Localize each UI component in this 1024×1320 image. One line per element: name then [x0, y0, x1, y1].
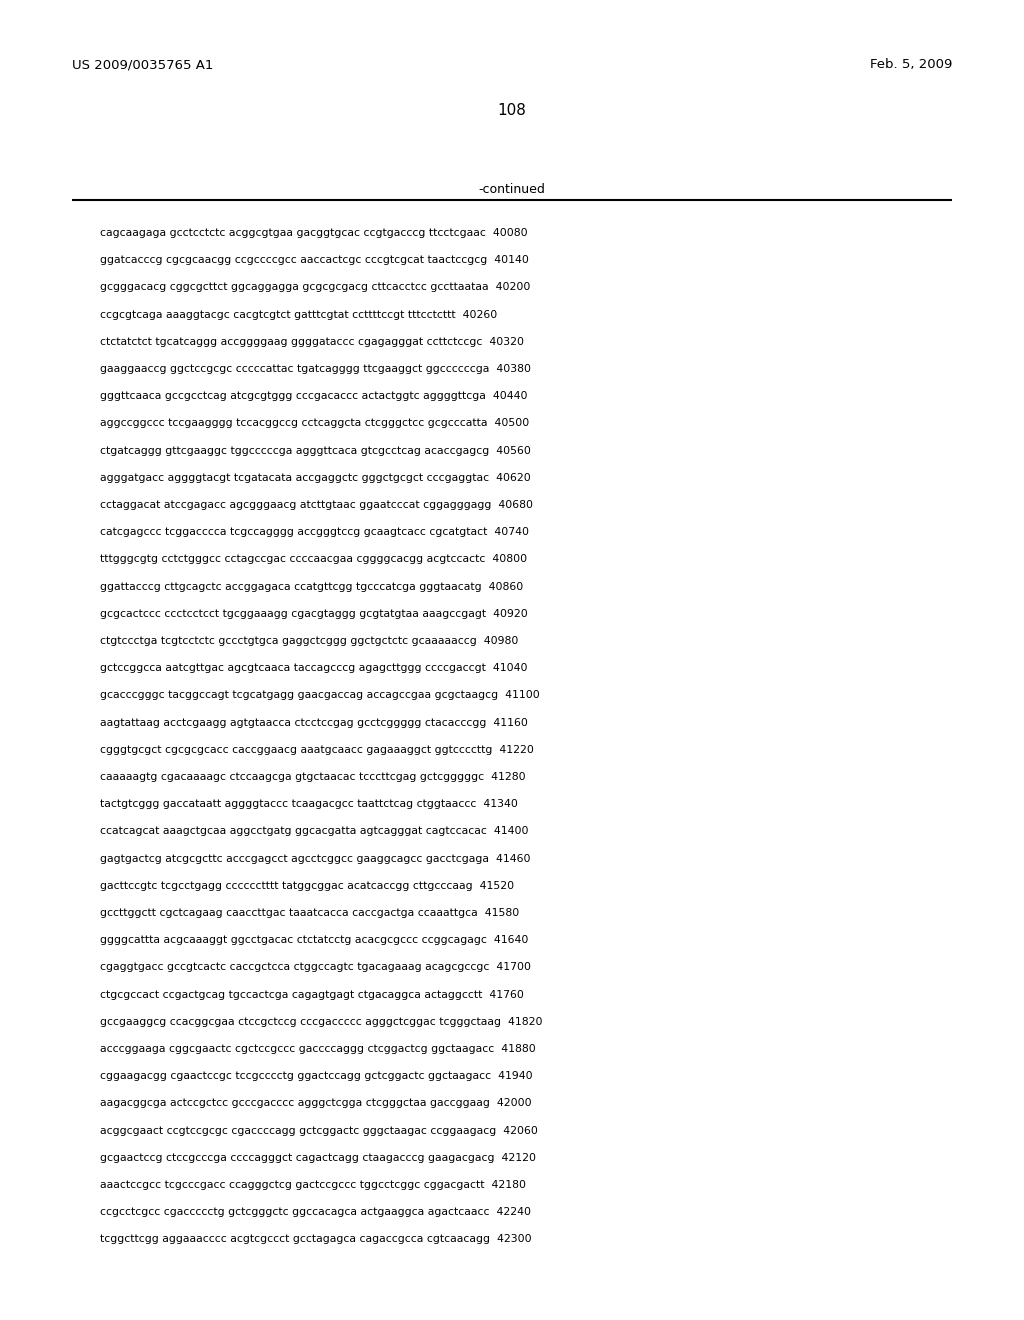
Text: ggggcattta acgcaaaggt ggcctgacac ctctatcctg acacgcgccc ccggcagagc  41640: ggggcattta acgcaaaggt ggcctgacac ctctatc… [100, 935, 528, 945]
Text: Feb. 5, 2009: Feb. 5, 2009 [869, 58, 952, 71]
Text: gctccggcca aatcgttgac agcgtcaaca taccagcccg agagcttggg ccccgaccgt  41040: gctccggcca aatcgttgac agcgtcaaca taccagc… [100, 663, 527, 673]
Text: ctgtccctga tcgtcctctc gccctgtgca gaggctcggg ggctgctctc gcaaaaaccg  40980: ctgtccctga tcgtcctctc gccctgtgca gaggctc… [100, 636, 518, 645]
Text: gccgaaggcg ccacggcgaa ctccgctccg cccgaccccc agggctcggac tcgggctaag  41820: gccgaaggcg ccacggcgaa ctccgctccg cccgacc… [100, 1016, 543, 1027]
Text: aagacggcga actccgctcc gcccgacccc agggctcgga ctcgggctaa gaccggaag  42000: aagacggcga actccgctcc gcccgacccc agggctc… [100, 1098, 531, 1109]
Text: caaaaagtg cgacaaaagc ctccaagcga gtgctaacac tcccttcgag gctcgggggc  41280: caaaaagtg cgacaaaagc ctccaagcga gtgctaac… [100, 772, 525, 781]
Text: aggccggccc tccgaagggg tccacggccg cctcaggcta ctcgggctcc gcgcccatta  40500: aggccggccc tccgaagggg tccacggccg cctcagg… [100, 418, 529, 429]
Text: gcgaactccg ctccgcccga ccccagggct cagactcagg ctaagacccg gaagacgacg  42120: gcgaactccg ctccgcccga ccccagggct cagactc… [100, 1152, 536, 1163]
Text: acggcgaact ccgtccgcgc cgaccccagg gctcggactc gggctaagac ccggaagacg  42060: acggcgaact ccgtccgcgc cgaccccagg gctcgga… [100, 1126, 538, 1135]
Text: acccggaaga cggcgaactc cgctccgccc gaccccaggg ctcggactcg ggctaagacc  41880: acccggaaga cggcgaactc cgctccgccc gacccca… [100, 1044, 536, 1053]
Text: cagcaagaga gcctcctctc acggcgtgaa gacggtgcac ccgtgacccg ttcctcgaac  40080: cagcaagaga gcctcctctc acggcgtgaa gacggtg… [100, 228, 527, 238]
Text: ggattacccg cttgcagctc accggagaca ccatgttcgg tgcccatcga gggtaacatg  40860: ggattacccg cttgcagctc accggagaca ccatgtt… [100, 582, 523, 591]
Text: -continued: -continued [478, 183, 546, 195]
Text: tttgggcgtg cctctgggcc cctagccgac ccccaacgaa cggggcacgg acgtccactc  40800: tttgggcgtg cctctgggcc cctagccgac ccccaac… [100, 554, 527, 565]
Text: ctgcgccact ccgactgcag tgccactcga cagagtgagt ctgacaggca actaggcctt  41760: ctgcgccact ccgactgcag tgccactcga cagagtg… [100, 990, 524, 999]
Text: gcgcactccc ccctcctcct tgcggaaagg cgacgtaggg gcgtatgtaa aaagccgagt  40920: gcgcactccc ccctcctcct tgcggaaagg cgacgta… [100, 609, 527, 619]
Text: agggatgacc aggggtacgt tcgatacata accgaggctc gggctgcgct cccgaggtac  40620: agggatgacc aggggtacgt tcgatacata accgagg… [100, 473, 530, 483]
Text: gccttggctt cgctcagaag caaccttgac taaatcacca caccgactga ccaaattgca  41580: gccttggctt cgctcagaag caaccttgac taaatca… [100, 908, 519, 917]
Text: gcgggacacg cggcgcttct ggcaggagga gcgcgcgacg cttcacctcc gccttaataa  40200: gcgggacacg cggcgcttct ggcaggagga gcgcgcg… [100, 282, 530, 293]
Text: aagtattaag acctcgaagg agtgtaacca ctcctccgag gcctcggggg ctacacccgg  41160: aagtattaag acctcgaagg agtgtaacca ctcctcc… [100, 718, 528, 727]
Text: cgaggtgacc gccgtcactc caccgctcca ctggccagtc tgacagaaag acagcgccgc  41700: cgaggtgacc gccgtcactc caccgctcca ctggcca… [100, 962, 531, 973]
Text: ctgatcaggg gttcgaaggc tggcccccga agggttcaca gtcgcctcag acaccgagcg  40560: ctgatcaggg gttcgaaggc tggcccccga agggttc… [100, 446, 530, 455]
Text: catcgagccc tcggacccca tcgccagggg accgggtccg gcaagtcacc cgcatgtact  40740: catcgagccc tcggacccca tcgccagggg accgggt… [100, 527, 529, 537]
Text: aaactccgcc tcgcccgacc ccagggctcg gactccgccc tggcctcggc cggacgactt  42180: aaactccgcc tcgcccgacc ccagggctcg gactccg… [100, 1180, 526, 1191]
Text: cgggtgcgct cgcgcgcacc caccggaacg aaatgcaacc gagaaaggct ggtccccttg  41220: cgggtgcgct cgcgcgcacc caccggaacg aaatgca… [100, 744, 534, 755]
Text: ctctatctct tgcatcaggg accggggaag ggggataccc cgagagggat ccttctccgc  40320: ctctatctct tgcatcaggg accggggaag ggggata… [100, 337, 524, 347]
Text: ccgcgtcaga aaaggtacgc cacgtcgtct gatttcgtat ccttttccgt tttcctcttt  40260: ccgcgtcaga aaaggtacgc cacgtcgtct gatttcg… [100, 310, 498, 319]
Text: cggaagacgg cgaactccgc tccgcccctg ggactccagg gctcggactc ggctaagacc  41940: cggaagacgg cgaactccgc tccgcccctg ggactcc… [100, 1072, 532, 1081]
Text: gagtgactcg atcgcgcttc acccgagcct agcctcggcc gaaggcagcc gacctcgaga  41460: gagtgactcg atcgcgcttc acccgagcct agcctcg… [100, 854, 530, 863]
Text: ggatcacccg cgcgcaacgg ccgccccgcc aaccactcgc cccgtcgcat taactccgcg  40140: ggatcacccg cgcgcaacgg ccgccccgcc aaccact… [100, 255, 528, 265]
Text: gggttcaaca gccgcctcag atcgcgtggg cccgacaccc actactggtc aggggttcga  40440: gggttcaaca gccgcctcag atcgcgtggg cccgaca… [100, 391, 527, 401]
Text: 108: 108 [498, 103, 526, 117]
Text: ccatcagcat aaagctgcaa aggcctgatg ggcacgatta agtcagggat cagtccacac  41400: ccatcagcat aaagctgcaa aggcctgatg ggcacga… [100, 826, 528, 837]
Text: gcacccgggc tacggccagt tcgcatgagg gaacgaccag accagccgaa gcgctaagcg  41100: gcacccgggc tacggccagt tcgcatgagg gaacgac… [100, 690, 540, 701]
Text: tcggcttcgg aggaaacccc acgtcgccct gcctagagca cagaccgcca cgtcaacagg  42300: tcggcttcgg aggaaacccc acgtcgccct gcctaga… [100, 1234, 531, 1245]
Text: ccgcctcgcc cgaccccctg gctcgggctc ggccacagca actgaaggca agactcaacc  42240: ccgcctcgcc cgaccccctg gctcgggctc ggccaca… [100, 1208, 531, 1217]
Text: US 2009/0035765 A1: US 2009/0035765 A1 [72, 58, 213, 71]
Text: gacttccgtc tcgcctgagg cccccctttt tatggcggac acatcaccgg cttgcccaag  41520: gacttccgtc tcgcctgagg cccccctttt tatggcg… [100, 880, 514, 891]
Text: cctaggacat atccgagacc agcgggaacg atcttgtaac ggaatcccat cggagggagg  40680: cctaggacat atccgagacc agcgggaacg atcttgt… [100, 500, 534, 510]
Text: tactgtcggg gaccataatt aggggtaccc tcaagacgcc taattctcag ctggtaaccc  41340: tactgtcggg gaccataatt aggggtaccc tcaagac… [100, 799, 518, 809]
Text: gaaggaaccg ggctccgcgc cccccattac tgatcagggg ttcgaaggct ggccccccga  40380: gaaggaaccg ggctccgcgc cccccattac tgatcag… [100, 364, 531, 374]
